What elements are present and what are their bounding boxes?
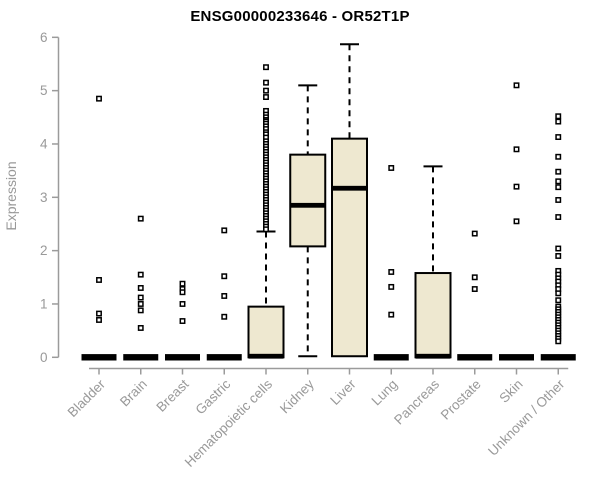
collapsed-box xyxy=(373,354,409,361)
outlier-point xyxy=(263,226,269,233)
collapsed-box xyxy=(499,354,534,361)
median-line xyxy=(248,353,284,359)
x-category-label: Pancreas xyxy=(391,376,442,427)
outlier-point xyxy=(137,307,144,314)
chart-title: ENSG00000233646 - OR52T1P xyxy=(190,8,410,25)
outlier-point xyxy=(179,301,186,307)
outlier-point xyxy=(263,94,269,100)
collapsed-box xyxy=(540,354,576,361)
median-line xyxy=(290,202,326,208)
outlier-point xyxy=(388,269,395,275)
collapsed-box xyxy=(123,354,159,361)
outlier-point xyxy=(96,310,102,317)
outlier-point xyxy=(555,113,562,120)
outlier-point xyxy=(471,286,478,292)
outlier-point xyxy=(471,230,478,237)
outlier-point xyxy=(137,271,144,278)
x-category-label: Skin xyxy=(496,377,525,406)
outlier-point xyxy=(96,95,102,102)
y-tick-label: 2 xyxy=(40,243,48,258)
outlier-point xyxy=(555,178,562,185)
outlier-point xyxy=(555,214,562,220)
outlier-point xyxy=(388,311,395,318)
outlier-point xyxy=(221,293,228,299)
median-line xyxy=(332,185,367,191)
x-category-label: Brain xyxy=(117,377,150,410)
x-category-label: Lung xyxy=(369,377,401,409)
collapsed-box xyxy=(206,354,242,361)
outlier-point xyxy=(137,285,144,291)
box xyxy=(331,137,368,358)
outlier-point xyxy=(179,280,186,287)
x-category-label: Unknown / Other xyxy=(485,376,568,459)
outlier-point xyxy=(555,118,562,125)
outlier-point xyxy=(555,297,562,304)
outlier-point xyxy=(221,273,228,280)
y-tick-label: 4 xyxy=(40,136,48,151)
outlier-point xyxy=(555,153,562,160)
collapsed-box xyxy=(81,354,117,361)
outlier-point xyxy=(263,87,269,94)
y-tick-label: 3 xyxy=(40,190,48,205)
outlier-point xyxy=(555,168,562,175)
outlier-point xyxy=(388,165,395,171)
y-axis-label: Expression xyxy=(3,161,19,230)
outlier-point xyxy=(137,301,144,307)
y-tick-label: 0 xyxy=(40,350,48,365)
outlier-point xyxy=(137,215,144,222)
outlier-point xyxy=(555,253,562,259)
outlier-point xyxy=(96,317,102,323)
outlier-point xyxy=(388,283,395,290)
outlier-point xyxy=(513,146,520,153)
outlier-point xyxy=(513,218,520,225)
outlier-point xyxy=(179,318,186,324)
y-tick-label: 1 xyxy=(40,296,48,311)
outlier-point xyxy=(555,338,562,345)
outlier-point xyxy=(221,227,228,234)
outlier-point xyxy=(96,277,102,283)
collapsed-box xyxy=(457,354,493,361)
collapsed-box xyxy=(165,354,200,361)
outlier-point xyxy=(555,290,562,297)
outlier-point xyxy=(179,289,186,296)
x-category-label: Liver xyxy=(327,376,359,408)
outlier-point xyxy=(555,184,562,191)
median-line xyxy=(415,353,451,359)
x-category-label: Gastric xyxy=(193,376,234,417)
y-tick-label: 5 xyxy=(40,83,48,98)
box xyxy=(247,305,285,359)
x-category-label: Breast xyxy=(153,376,191,414)
x-category-label: Bladder xyxy=(65,376,109,420)
outlier-point xyxy=(263,64,269,71)
box xyxy=(289,153,327,248)
outlier-point xyxy=(555,134,562,140)
outlier-point xyxy=(137,294,144,301)
box xyxy=(414,272,452,359)
outlier-point xyxy=(555,197,562,203)
x-category-label: Prostate xyxy=(438,377,484,423)
outlier-point xyxy=(471,274,478,281)
outlier-point xyxy=(513,82,520,89)
x-category-label: Kidney xyxy=(277,376,317,416)
outlier-point xyxy=(137,325,144,331)
outlier-point xyxy=(221,313,228,320)
y-tick-label: 6 xyxy=(40,30,48,45)
outlier-point xyxy=(555,245,562,252)
outlier-point xyxy=(263,79,269,86)
outlier-point xyxy=(513,183,520,190)
